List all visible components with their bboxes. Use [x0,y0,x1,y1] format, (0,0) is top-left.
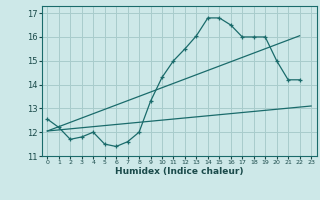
X-axis label: Humidex (Indice chaleur): Humidex (Indice chaleur) [115,167,244,176]
